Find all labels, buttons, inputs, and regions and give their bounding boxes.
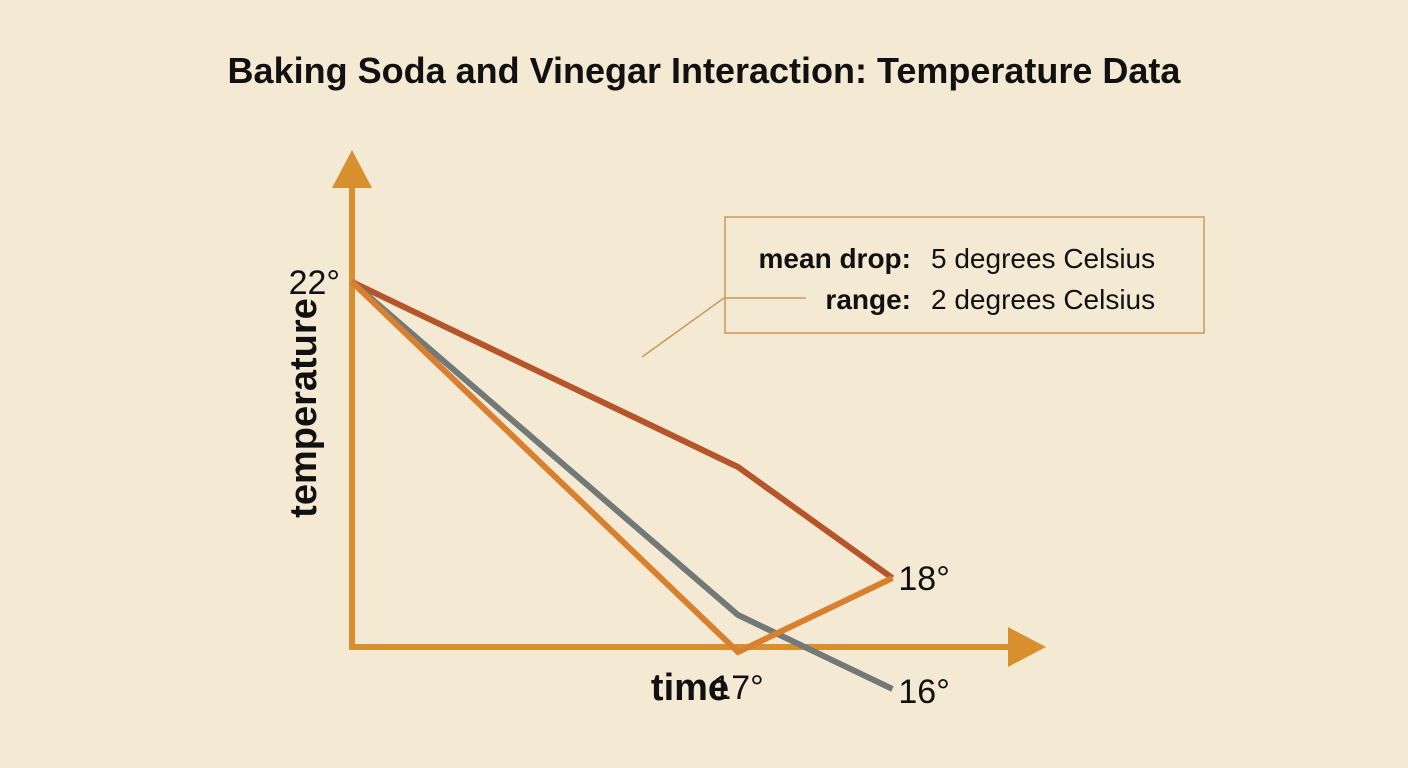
axes: temperature time	[283, 150, 1046, 709]
x-axis-arrowhead	[1008, 627, 1046, 667]
mean-drop-value: 5 degrees Celsius	[931, 243, 1155, 274]
annotation-box	[724, 216, 1205, 334]
range-value: 2 degrees Celsius	[931, 284, 1155, 315]
series-line-1	[350, 279, 895, 581]
series-layer	[349, 279, 895, 692]
point-label: 16°	[898, 673, 949, 711]
x-axis-label: time	[651, 667, 729, 709]
chart-title: Baking Soda and Vinegar Interaction: Tem…	[227, 50, 1181, 91]
series-line-3	[349, 279, 894, 656]
point-label: 22°	[289, 264, 340, 302]
range-key: range:	[825, 284, 911, 315]
point-label: 18°	[898, 560, 949, 598]
mean-drop-key: mean drop:	[759, 243, 911, 274]
series-line-2	[350, 279, 894, 692]
annotation-leader-line	[641, 297, 725, 358]
point-labels: 22° 18° 16° 17°	[289, 264, 950, 711]
y-axis-label: temperature	[283, 298, 325, 518]
y-axis-arrowhead	[332, 150, 372, 188]
point-label: 17°	[712, 669, 763, 707]
stats-annotation: mean drop: 5 degrees Celsius range: 2 de…	[641, 216, 1205, 358]
